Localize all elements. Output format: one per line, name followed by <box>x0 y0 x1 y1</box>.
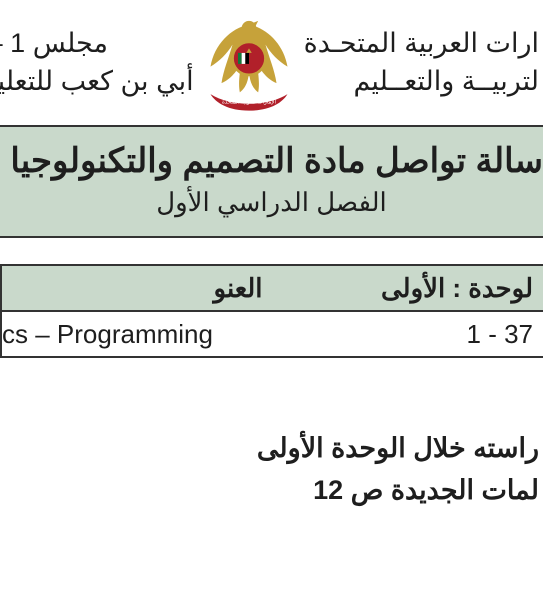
emblem-ribbon-text: الإمارات العربية المتحدة <box>222 98 277 105</box>
header-left-line1: مجلس 1 – نـ <box>0 25 194 63</box>
header-right-line2: لتربيــة والتعــليم <box>304 63 539 101</box>
info-title-header: العنو <box>2 264 273 312</box>
body-line-1: راسته خلال الوحدة الأولى <box>0 428 539 470</box>
uae-emblem: الإمارات العربية المتحدة <box>194 3 304 123</box>
title-band: سالة تواصل مادة التصميم والتكنولوجيا ( ا… <box>0 127 543 238</box>
info-right-col: لوحدة : الأولى 37 - 1 <box>273 264 543 358</box>
header-left-line2: أبي بن كعب للتعليم ا <box>0 63 194 101</box>
body-line-2: لمات الجديدة ص 12 <box>0 470 539 512</box>
header: ارات العربية المتحـدة لتربيــة والتعــلي… <box>0 0 543 127</box>
header-right-line1: ارات العربية المتحـدة <box>304 25 539 63</box>
info-table: لوحدة : الأولى 37 - 1 العنو cs – Program… <box>0 264 543 358</box>
header-right-col: ارات العربية المتحـدة لتربيــة والتعــلي… <box>304 25 543 101</box>
info-left-col: العنو cs – Programming <box>0 264 273 358</box>
header-left-col: مجلس 1 – نـ أبي بن كعب للتعليم ا <box>0 25 194 101</box>
body-text: راسته خلال الوحدة الأولى لمات الجديدة ص … <box>0 358 543 512</box>
spacer <box>0 238 543 264</box>
info-unit-header: لوحدة : الأولى <box>273 264 543 312</box>
info-subject-value: cs – Programming <box>2 312 273 358</box>
document-subtitle: الفصل الدراسي الأول <box>0 187 543 218</box>
uae-emblem-icon: الإمارات العربية المتحدة <box>194 8 304 118</box>
document-title: سالة تواصل مادة التصميم والتكنولوجيا ( <box>0 141 543 181</box>
document-page: { "header": { "right_line1": "ارات العرب… <box>0 0 543 604</box>
info-pages-value: 37 - 1 <box>273 312 543 358</box>
